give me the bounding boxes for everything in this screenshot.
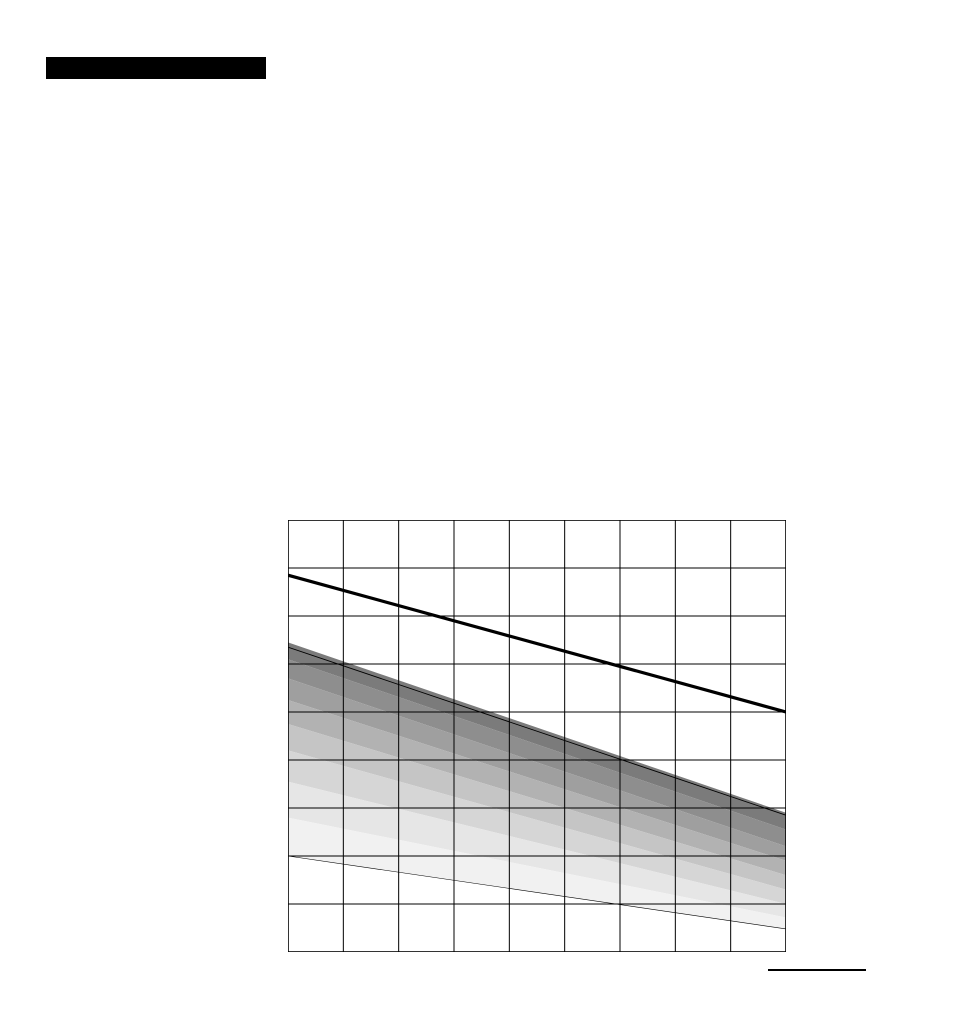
header-black-bar	[46, 57, 266, 79]
band-chart	[288, 520, 786, 952]
footer-rule	[768, 969, 866, 971]
